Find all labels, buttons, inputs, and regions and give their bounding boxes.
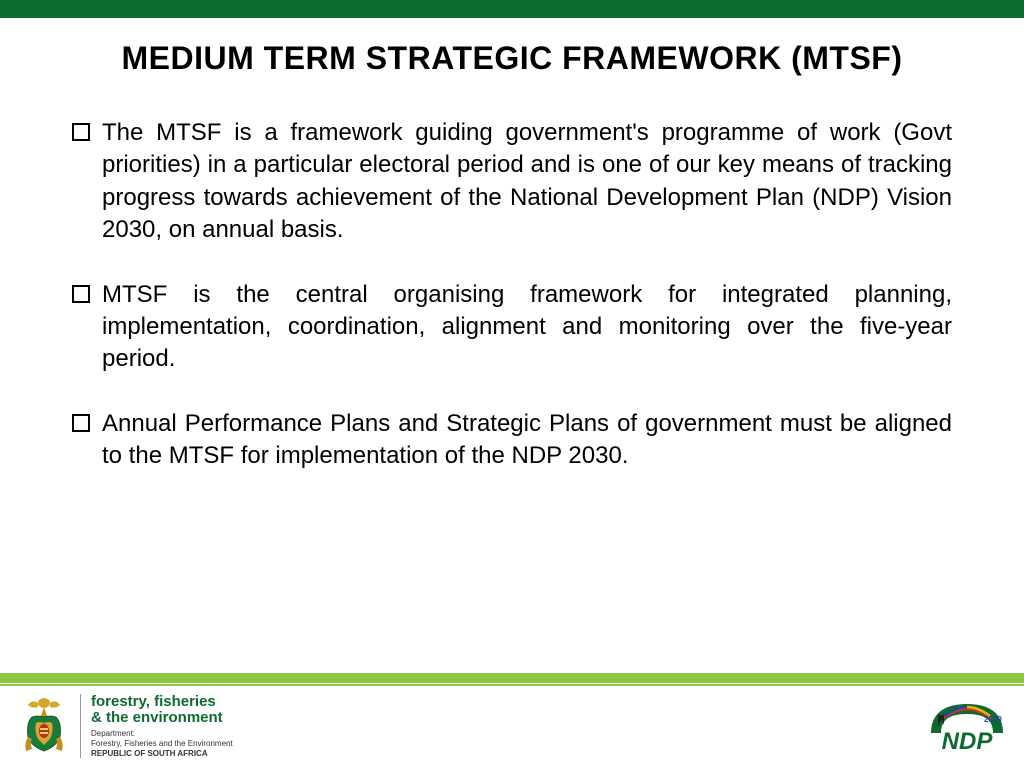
top-accent-bar bbox=[0, 0, 1024, 18]
bullet-square-icon bbox=[72, 414, 90, 432]
bullet-square-icon bbox=[72, 285, 90, 303]
svg-text:2030: 2030 bbox=[984, 715, 1002, 724]
department-title-line1: forestry, fisheries bbox=[91, 694, 233, 710]
department-country: REPUBLIC OF SOUTH AFRICA bbox=[91, 749, 208, 758]
footer: forestry, fisheries & the environment De… bbox=[0, 673, 1024, 768]
bullet-item: The MTSF is a framework guiding governme… bbox=[72, 117, 952, 247]
bullet-item: MTSF is the central organising framework… bbox=[72, 279, 952, 376]
department-name: Forestry, Fisheries and the Environment bbox=[91, 739, 233, 748]
bullet-text: MTSF is the central organising framework… bbox=[102, 279, 952, 376]
department-title-line2: & the environment bbox=[91, 710, 233, 726]
ndp-logo-icon: 2030 NDP bbox=[928, 695, 1006, 757]
bullet-text: The MTSF is a framework guiding governme… bbox=[102, 117, 952, 247]
bullet-item: Annual Performance Plans and Strategic P… bbox=[72, 408, 952, 473]
svg-text:NDP: NDP bbox=[942, 728, 994, 755]
bullet-square-icon bbox=[72, 123, 90, 141]
bullet-text: Annual Performance Plans and Strategic P… bbox=[102, 408, 952, 473]
slide-title: MEDIUM TERM STRATEGIC FRAMEWORK (MTSF) bbox=[0, 40, 1024, 77]
department-label: Department: bbox=[91, 729, 135, 738]
coat-of-arms-icon bbox=[18, 695, 70, 757]
content-area: The MTSF is a framework guiding governme… bbox=[0, 77, 1024, 473]
department-text: forestry, fisheries & the environment De… bbox=[80, 694, 233, 758]
department-subtitle: Department: Forestry, Fisheries and the … bbox=[91, 729, 233, 758]
footer-content: forestry, fisheries & the environment De… bbox=[0, 686, 1024, 768]
footer-accent-bar bbox=[0, 673, 1024, 683]
footer-left: forestry, fisheries & the environment De… bbox=[18, 694, 233, 758]
